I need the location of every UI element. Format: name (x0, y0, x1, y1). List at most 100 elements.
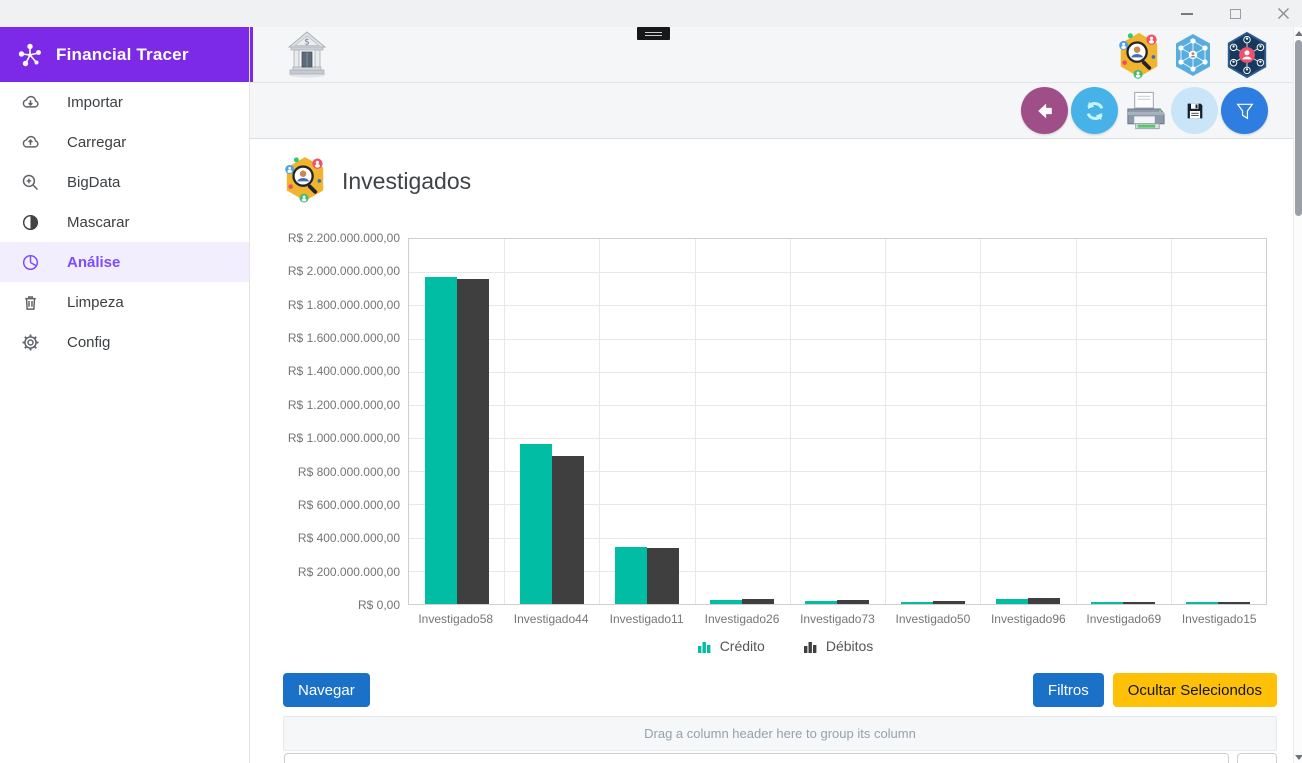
bar-débitos-Investigado96[interactable] (1027, 598, 1060, 604)
close-icon (1277, 8, 1289, 19)
zoom-in-icon (19, 171, 41, 193)
bar-débitos-Investigado58[interactable] (456, 278, 489, 604)
bar-crédito-Investigado44[interactable] (519, 443, 552, 604)
bar-crédito-Investigado15[interactable] (1186, 601, 1219, 604)
filtros-button[interactable]: Filtros (1032, 673, 1104, 707)
gridline-horizontal (409, 471, 1266, 473)
filter-icon (1236, 103, 1253, 119)
gridline-horizontal (409, 504, 1266, 506)
sidebar-item-carregar[interactable]: Carregar (0, 122, 249, 162)
sidebar-item-label: Análise (67, 253, 121, 271)
bar-crédito-Investigado69[interactable] (1091, 601, 1124, 604)
bar-crédito-Investigado96[interactable] (995, 599, 1028, 604)
bar-group-Investigado26[interactable] (695, 239, 790, 604)
bar-crédito-Investigado73[interactable] (805, 600, 838, 604)
app-title: Financial Tracer (56, 44, 189, 64)
scroll-up-arrow-icon[interactable] (1295, 31, 1302, 36)
x-axis-label: Investigado26 (704, 612, 780, 626)
chart-legend: Crédito Débitos (303, 638, 1267, 654)
sidebar-item-bigdata[interactable]: BigData (0, 162, 249, 202)
legend-item-crédito[interactable]: Crédito (697, 638, 765, 654)
chart-plot (408, 238, 1267, 605)
sidebar-item-analise[interactable]: Análise (0, 242, 249, 282)
x-axis-label: Investigado50 (895, 612, 971, 626)
gear-icon (19, 331, 41, 353)
bar-group-Investigado50[interactable] (885, 239, 980, 604)
vertical-scrollbar[interactable] (1293, 27, 1302, 763)
menu-handle[interactable] (637, 27, 670, 40)
gridline-vertical (885, 239, 887, 604)
refresh-icon (1086, 101, 1103, 120)
y-axis-tick-label: R$ 1.000.000.000,00 (287, 431, 400, 446)
print-button[interactable] (1121, 87, 1168, 134)
bar-crédito-Investigado11[interactable] (615, 547, 648, 604)
bar-group-Investigado96[interactable] (980, 239, 1075, 604)
legend-item-débitos[interactable]: Débitos (803, 638, 873, 654)
navegar-button[interactable]: Navegar (283, 673, 370, 707)
back-button[interactable] (1021, 87, 1068, 134)
entity-graph-hex-icon[interactable] (1224, 31, 1270, 84)
gridline-vertical (789, 239, 791, 604)
gridline-vertical (599, 239, 601, 604)
contrast-icon (19, 211, 41, 233)
bar-group-Investigado69[interactable] (1076, 239, 1171, 604)
sidebar-item-mascarar[interactable]: Mascarar (0, 202, 249, 242)
bar-crédito-Investigado58[interactable] (424, 277, 457, 604)
gridline-horizontal (409, 438, 1266, 440)
grid-filter-cell[interactable] (1237, 753, 1277, 763)
back-icon (1037, 103, 1052, 118)
bar-group-Investigado44[interactable] (504, 239, 599, 604)
sidebar-item-label: Carregar (67, 133, 127, 151)
minimize-button[interactable] (1180, 7, 1194, 21)
scrollbar-thumb[interactable] (1295, 40, 1302, 216)
bar-débitos-Investigado69[interactable] (1123, 601, 1156, 604)
bar-débitos-Investigado26[interactable] (742, 599, 775, 604)
y-axis-tick-label: R$ 1.600.000.000,00 (287, 331, 400, 346)
sidebar-item-limpeza[interactable]: Limpeza (0, 282, 249, 322)
chart-x-labels: Investigado58 Investigado44 Investigado11 I… (408, 612, 1267, 626)
y-axis-tick-label: R$ 800.000.000,00 (297, 464, 400, 479)
grid-group-panel[interactable]: Drag a column header here to group its c… (283, 716, 1277, 751)
toolbar (250, 82, 1302, 139)
refresh-button[interactable] (1071, 87, 1118, 134)
x-axis-label: Investigado44 (513, 612, 589, 626)
bar-débitos-Investigado15[interactable] (1218, 601, 1251, 604)
app-brand: Financial Tracer (0, 27, 249, 82)
gridline-vertical (504, 239, 506, 604)
bar-débitos-Investigado11[interactable] (647, 548, 680, 604)
bar-group-Investigado15[interactable] (1171, 239, 1266, 604)
gridline-horizontal (409, 371, 1266, 373)
ocultar-selecionados-button[interactable]: Ocultar Seleciondos (1112, 673, 1277, 707)
investigados-chart: R$ 2.200.000.000,00 R$ 2.000.000.000,00 R$… (283, 231, 1267, 654)
sidebar-item-label: Limpeza (67, 293, 124, 311)
bar-débitos-Investigado73[interactable] (837, 600, 870, 604)
sidebar-item-importar[interactable]: Importar (0, 82, 249, 122)
scroll-down-arrow-icon[interactable] (1295, 755, 1302, 760)
maximize-button[interactable] (1228, 7, 1242, 21)
print-icon (1127, 91, 1165, 129)
network-people-hex-icon[interactable] (1172, 32, 1214, 83)
bar-crédito-Investigado50[interactable] (900, 601, 933, 604)
gridline-horizontal (409, 272, 1266, 274)
bar-group-Investigado73[interactable] (790, 239, 885, 604)
save-button[interactable] (1171, 87, 1218, 134)
close-button[interactable] (1276, 7, 1290, 21)
grid-filter-input[interactable] (284, 753, 1229, 763)
x-axis-label: Investigado11 (609, 612, 684, 626)
grid-filter-row (283, 752, 1277, 763)
bar-crédito-Investigado26[interactable] (710, 599, 743, 604)
bar-débitos-Investigado50[interactable] (932, 601, 965, 604)
page-content: Investigados R$ 2.200.000.000,00 R$ 2.000… (250, 139, 1302, 763)
x-axis-label: Investigado69 (1086, 612, 1162, 626)
gridline-horizontal (409, 570, 1266, 572)
molecule-logo-icon (18, 43, 41, 66)
save-icon (1187, 103, 1202, 118)
bar-débitos-Investigado44[interactable] (551, 455, 584, 604)
top-header-band: $ (250, 27, 1302, 82)
investigated-search-hex-icon[interactable] (1116, 31, 1162, 84)
sidebar-item-config[interactable]: Config (0, 322, 249, 362)
bar-group-Investigado11[interactable] (599, 239, 694, 604)
filter-button[interactable] (1221, 87, 1268, 134)
gridline-vertical (980, 239, 982, 604)
bar-group-Investigado58[interactable] (409, 239, 504, 604)
